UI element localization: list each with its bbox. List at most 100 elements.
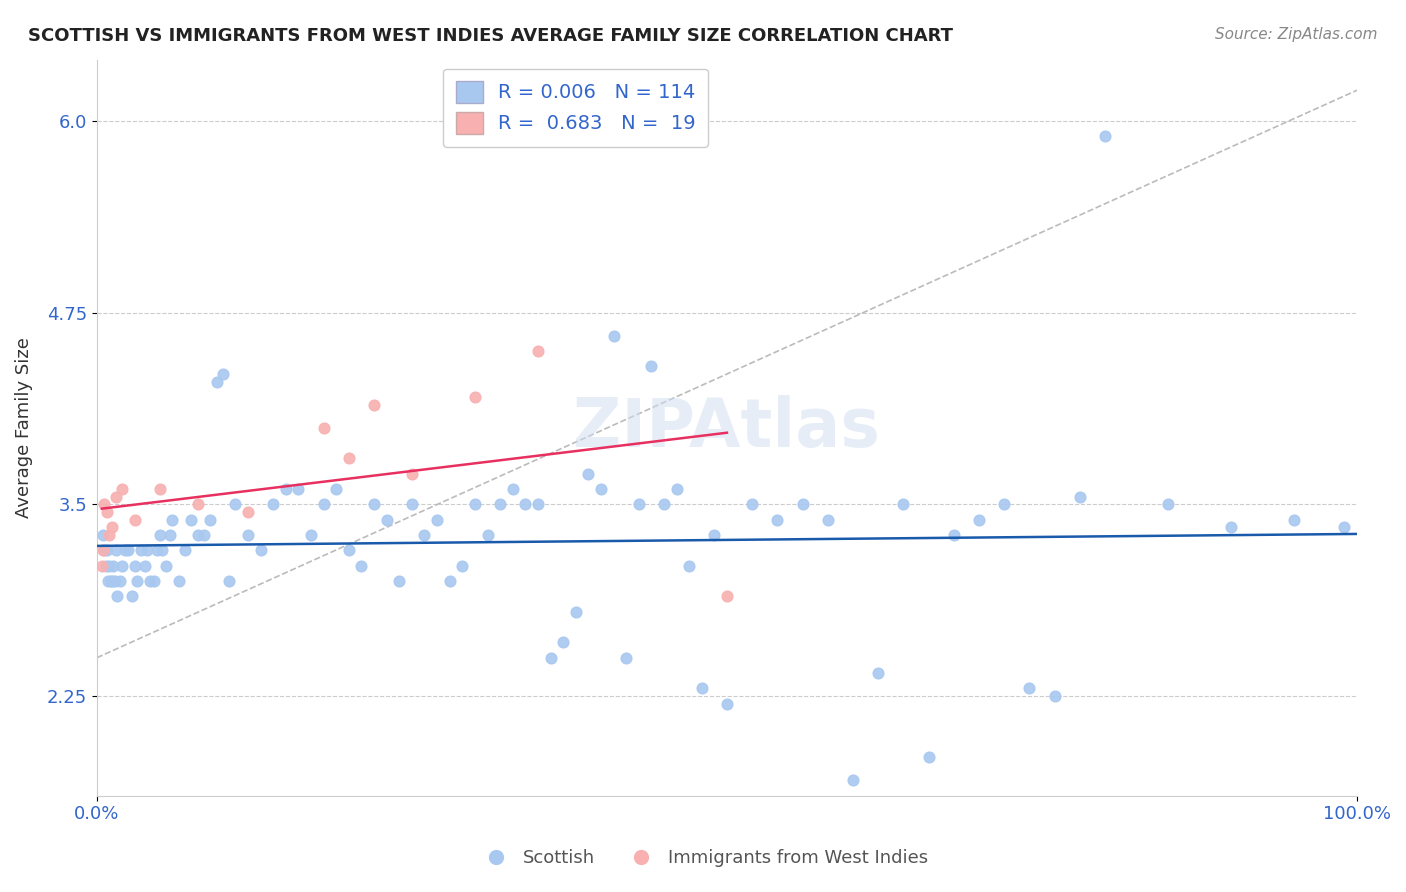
Point: [1157, 497, 1180, 511]
Point: [464, 390, 486, 404]
Point: [312, 497, 335, 511]
Point: [502, 482, 524, 496]
Point: [187, 528, 209, 542]
Point: [426, 513, 449, 527]
Point: [149, 482, 172, 496]
Point: [139, 574, 162, 588]
Point: [218, 574, 240, 588]
Point: [180, 513, 202, 527]
Point: [134, 558, 156, 573]
Point: [108, 574, 131, 588]
Text: Source: ZipAtlas.com: Source: ZipAtlas.com: [1215, 27, 1378, 42]
Point: [690, 681, 713, 696]
Point: [236, 505, 259, 519]
Point: [124, 558, 146, 573]
Point: [212, 367, 235, 381]
Point: [91, 543, 114, 558]
Point: [193, 528, 215, 542]
Point: [451, 558, 474, 573]
Point: [104, 490, 127, 504]
Point: [187, 497, 209, 511]
Point: [224, 497, 246, 511]
Y-axis label: Average Family Size: Average Family Size: [15, 337, 32, 518]
Point: [652, 497, 675, 511]
Point: [299, 528, 322, 542]
Point: [146, 543, 169, 558]
Point: [993, 497, 1015, 511]
Point: [150, 543, 173, 558]
Point: [149, 528, 172, 542]
Point: [312, 420, 335, 434]
Point: [337, 543, 360, 558]
Point: [98, 528, 121, 542]
Point: [627, 497, 650, 511]
Point: [124, 513, 146, 527]
Point: [262, 497, 284, 511]
Point: [766, 513, 789, 527]
Point: [363, 398, 385, 412]
Point: [325, 482, 347, 496]
Point: [1282, 513, 1305, 527]
Point: [716, 590, 738, 604]
Point: [1043, 689, 1066, 703]
Point: [174, 543, 197, 558]
Point: [1333, 520, 1355, 534]
Point: [614, 650, 637, 665]
Point: [540, 650, 562, 665]
Point: [162, 513, 184, 527]
Point: [917, 750, 939, 764]
Point: [104, 543, 127, 558]
Point: [127, 574, 149, 588]
Point: [553, 635, 575, 649]
Point: [205, 375, 228, 389]
Point: [401, 467, 423, 481]
Point: [93, 543, 115, 558]
Point: [602, 328, 624, 343]
Point: [97, 574, 120, 588]
Point: [249, 543, 271, 558]
Point: [111, 482, 134, 496]
Point: [96, 543, 118, 558]
Point: [640, 359, 662, 374]
Point: [564, 605, 586, 619]
Point: [868, 666, 890, 681]
Point: [375, 513, 398, 527]
Point: [741, 497, 763, 511]
Point: [589, 482, 612, 496]
Point: [413, 528, 436, 542]
Point: [1018, 681, 1040, 696]
Point: [287, 482, 309, 496]
Point: [96, 505, 118, 519]
Point: [100, 574, 122, 588]
Point: [90, 558, 112, 573]
Point: [337, 451, 360, 466]
Point: [167, 574, 190, 588]
Point: [350, 558, 373, 573]
Point: [142, 574, 165, 588]
Point: [716, 697, 738, 711]
Point: [665, 482, 688, 496]
Point: [388, 574, 411, 588]
Point: [1220, 520, 1243, 534]
Point: [439, 574, 461, 588]
Point: [103, 574, 125, 588]
Point: [121, 590, 143, 604]
Point: [105, 590, 128, 604]
Point: [94, 558, 117, 573]
Point: [91, 528, 114, 542]
Point: [236, 528, 259, 542]
Point: [159, 528, 181, 542]
Point: [136, 543, 159, 558]
Point: [1094, 129, 1116, 144]
Point: [489, 497, 512, 511]
Point: [527, 343, 550, 358]
Point: [101, 520, 124, 534]
Point: [274, 482, 297, 496]
Legend: Scottish, Immigrants from West Indies: Scottish, Immigrants from West Indies: [471, 842, 935, 874]
Point: [817, 513, 839, 527]
Point: [114, 543, 136, 558]
Point: [464, 497, 486, 511]
Point: [891, 497, 914, 511]
Point: [477, 528, 499, 542]
Point: [101, 574, 124, 588]
